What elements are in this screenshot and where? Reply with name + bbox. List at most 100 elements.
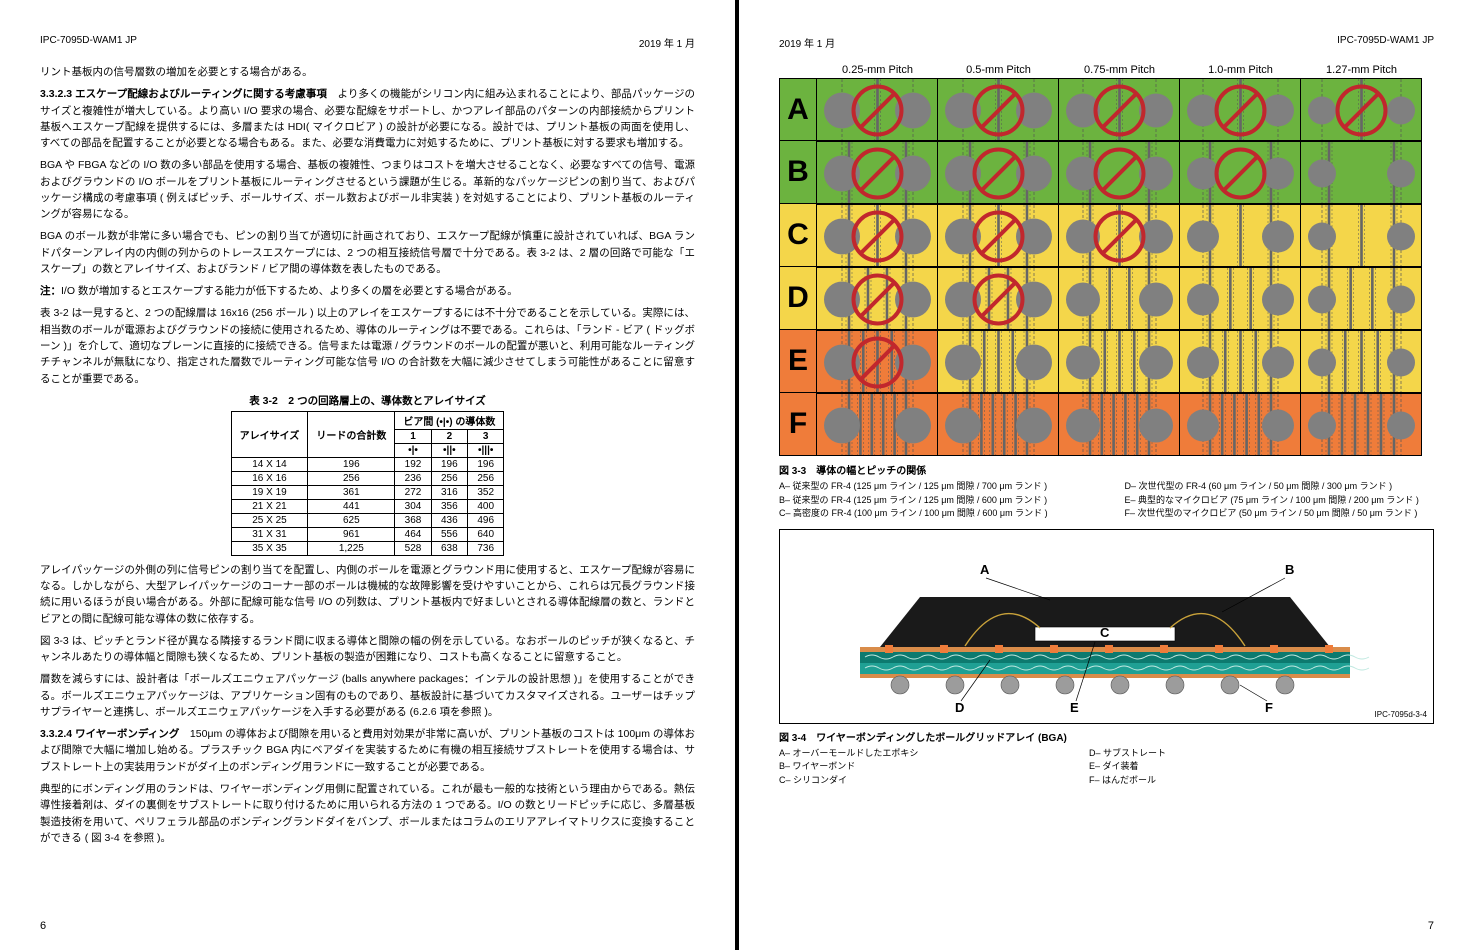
header-left: IPC-7095D-WAM1 JP 2019 年 1 月	[40, 35, 695, 50]
fig34-legend-right: D– サブストレート E– ダイ装着 F– はんだボール	[1089, 747, 1434, 788]
pitch-cell	[1301, 330, 1422, 393]
p2: BGA や FBGA などの I/O 数の多い部品を使用する場合、基板の複雑性、…	[40, 157, 695, 222]
f34-a: A– オーバーモールドしたエポキシ	[779, 747, 999, 761]
page-number-left: 6	[40, 920, 46, 932]
note-label: 注：	[40, 285, 61, 297]
p5: アレイパッケージの外側の列に信号ピンの割り当てを配置し、内側のボールを電源とグラ…	[40, 562, 695, 627]
header-right: 2019 年 1 月 IPC-7095D-WAM1 JP	[779, 35, 1434, 50]
pitch-cell	[1180, 393, 1301, 456]
pitch-h-0: 0.25-mm Pitch	[817, 64, 938, 78]
th-array-size: アレイサイズ	[231, 411, 308, 457]
pitch-grid: ABCDEF	[779, 78, 1434, 456]
pitch-cell	[1059, 330, 1180, 393]
table-cell: 436	[431, 513, 467, 527]
figure-3-3-chart: 0.25-mm Pitch 0.5-mm Pitch 0.75-mm Pitch…	[779, 64, 1434, 456]
pitch-h-2: 0.75-mm Pitch	[1059, 64, 1180, 78]
intro-line: リント基板内の信号層数の増加を必要とする場合がある。	[40, 64, 695, 80]
lbl-D: D	[955, 700, 964, 715]
note-line: 注：I/O 数が増加するとエスケープする能力が低下するため、より多くの層を必要と…	[40, 283, 695, 299]
doc-id: IPC-7095D-WAM1 JP	[40, 35, 137, 50]
pitch-cell	[938, 204, 1059, 267]
f34-d: D– サブストレート	[1089, 747, 1434, 761]
fig-3-3-caption: 図 3-3 導体の幅とピッチの関係	[779, 462, 1434, 477]
table-cell: 19 X 19	[231, 485, 308, 499]
table-cell: 304	[395, 499, 431, 513]
row-label: C	[779, 204, 817, 267]
sec2-title: ワイヤーボンディング	[75, 728, 179, 740]
lbl-C: C	[1100, 625, 1110, 640]
row-label: D	[779, 267, 817, 330]
pitch-cell	[1301, 204, 1422, 267]
table-cell: 256	[308, 471, 395, 485]
table-cell: 196	[308, 457, 395, 471]
table-3-2: アレイサイズ リードの合計数 ビア間 (•|•) の導体数 1 2 3 •|• …	[231, 411, 505, 556]
row-label: E	[779, 330, 817, 393]
table-cell: 272	[395, 485, 431, 499]
table-cell: 496	[468, 513, 504, 527]
para-3323: 3.3.2.3 エスケープ配線およびルーティングに関する考慮事項 より多くの機能…	[40, 86, 695, 151]
table-cell: 16 X 16	[231, 471, 308, 485]
table-cell: 961	[308, 527, 395, 541]
header-spacer	[779, 64, 817, 78]
th-lead-total: リードの合計数	[308, 411, 395, 457]
fig-3-4-ref: IPC-7095d-3-4	[1375, 710, 1427, 719]
leg-e: E– 典型的なマイクロビア (75 μm ライン / 100 μm 間隙 / 2…	[1125, 494, 1435, 508]
pitch-cell	[817, 141, 938, 204]
pitch-cell	[1301, 141, 1422, 204]
pitch-h-3: 1.0-mm Pitch	[1180, 64, 1301, 78]
pitch-cell	[1180, 78, 1301, 141]
row-label: B	[779, 141, 817, 204]
table-cell: 35 X 35	[231, 541, 308, 555]
fig-3-3-legend: A– 従来型の FR-4 (125 μm ライン / 125 μm 間隙 / 7…	[779, 480, 1434, 521]
table-cell: 464	[395, 527, 431, 541]
table-row: 14 X 14196192196196	[231, 457, 504, 471]
fig34-legend-left: A– オーバーモールドしたエポキシ B– ワイヤーボンド C– シリコンダイ	[779, 747, 999, 788]
fig33-legend-left: A– 従来型の FR-4 (125 μm ライン / 125 μm 間隙 / 7…	[779, 480, 1089, 521]
table-cell: 400	[468, 499, 504, 513]
pitch-cell	[938, 393, 1059, 456]
leg-a: A– 従来型の FR-4 (125 μm ライン / 125 μm 間隙 / 7…	[779, 480, 1089, 494]
table-cell: 352	[468, 485, 504, 499]
doc-date-r: 2019 年 1 月	[779, 35, 835, 50]
table-cell: 368	[395, 513, 431, 527]
row-label: A	[779, 78, 817, 141]
table-cell: 736	[468, 541, 504, 555]
lbl-F: F	[1265, 700, 1273, 715]
figure-3-4-box: A B C D E F IPC-7095d-3-4	[779, 529, 1434, 724]
pitch-cell	[1059, 393, 1180, 456]
note-text: I/O 数が増加するとエスケープする能力が低下するため、より多くの層を必要とする…	[61, 285, 518, 297]
fig33-legend-right: D– 次世代型の FR-4 (60 μm ライン / 50 μm 間隙 / 30…	[1125, 480, 1435, 521]
pitch-column-headers: 0.25-mm Pitch 0.5-mm Pitch 0.75-mm Pitch…	[779, 64, 1434, 78]
table-cell: 640	[468, 527, 504, 541]
pitch-row: B	[779, 141, 1434, 204]
table-3-2-title: 表 3-2 2 つの回路層上の、導体数とアレイサイズ	[40, 393, 695, 408]
leg-b: B– 従来型の FR-4 (125 μm ライン / 125 μm 間隙 / 6…	[779, 494, 1089, 508]
th-icon3: •|||•	[468, 443, 504, 457]
leg-c: C– 高密度の FR-4 (100 μm ライン / 100 μm 間隙 / 6…	[779, 507, 1089, 521]
pitch-cell	[1180, 330, 1301, 393]
pitch-row: A	[779, 78, 1434, 141]
table-cell: 1,225	[308, 541, 395, 555]
pitch-cell	[817, 267, 938, 330]
table-cell: 256	[431, 471, 467, 485]
substrate-group	[860, 645, 1369, 678]
th-span: ビア間 (•|•) の導体数	[395, 411, 504, 429]
table-cell: 356	[431, 499, 467, 513]
sec2-num: 3.3.2.4	[40, 728, 72, 740]
table-cell: 528	[395, 541, 431, 555]
pitch-cell	[1301, 267, 1422, 330]
solder-balls	[891, 676, 1294, 694]
pitch-cell	[1059, 78, 1180, 141]
sec-title: エスケープ配線およびルーティングに関する考慮事項	[75, 88, 327, 100]
pitch-cell	[817, 393, 938, 456]
f34-e: E– ダイ装着	[1089, 760, 1434, 774]
p3: BGA のボール数が非常に多い場合でも、ピンの割り当てが適切に計画されており、エ…	[40, 228, 695, 277]
table-cell: 556	[431, 527, 467, 541]
table-row: 21 X 21441304356400	[231, 499, 504, 513]
sec-num: 3.3.2.3	[40, 88, 72, 100]
page-right: 2019 年 1 月 IPC-7095D-WAM1 JP 0.25-mm Pit…	[739, 0, 1474, 950]
table-cell: 25 X 25	[231, 513, 308, 527]
table-cell: 316	[431, 485, 467, 499]
table-cell: 21 X 21	[231, 499, 308, 513]
table-cell: 192	[395, 457, 431, 471]
